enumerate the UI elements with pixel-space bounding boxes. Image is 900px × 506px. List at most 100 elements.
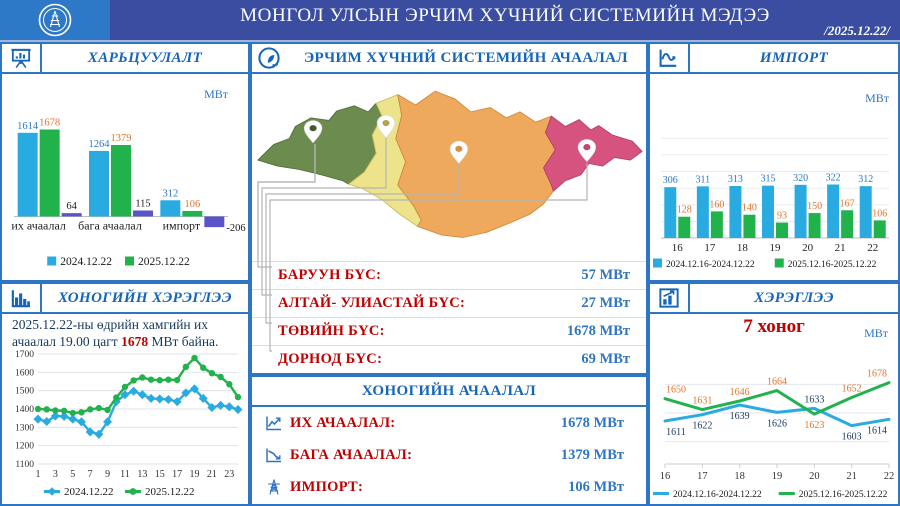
svg-text:16: 16 xyxy=(672,242,684,254)
weekly-subtitle: 7 хоног xyxy=(743,316,805,337)
tower-icon xyxy=(264,477,290,497)
system-load-panel: ЭРЧИМ ХҮЧНИЙ СИСТЕМИЙН АЧААЛАЛ xyxy=(250,42,648,375)
svg-text:1300: 1300 xyxy=(15,423,34,433)
daily-load-label: ИМПОРТ: xyxy=(290,478,364,495)
import-panel: ИМПОРТ МВт 306 128 16 311 160 17 313 140 18 315 93 1… xyxy=(648,42,900,282)
daily-consumption-panel: ХОНОГИЙН ХЭРЭГЛЭЭ 2025.12.22-ны өдрийн х… xyxy=(0,282,250,506)
svg-text:19: 19 xyxy=(770,242,782,254)
comparison-chart: МВт 1614 1678 64 их ачаалал 1264 1379 115 бага а… xyxy=(2,74,248,274)
svg-text:16: 16 xyxy=(660,471,671,482)
svg-text:11: 11 xyxy=(120,469,130,480)
map-pin-dornod xyxy=(577,139,597,163)
svg-text:140: 140 xyxy=(742,203,757,214)
energy-circle-icon xyxy=(252,44,286,72)
svg-text:20: 20 xyxy=(809,471,820,482)
left-column: ХАРЬЦУУЛАЛТ МВт 1614 1678 64 их ачаалал 1264 1… xyxy=(0,42,250,506)
svg-text:1: 1 xyxy=(36,469,41,480)
region-label: ДОРНОД БҮС: xyxy=(278,351,383,367)
svg-text:150: 150 xyxy=(807,201,822,212)
svg-text:бага ачаалал: бага ачаалал xyxy=(78,218,142,232)
region-baruun-shape xyxy=(257,102,383,185)
svg-text:15: 15 xyxy=(155,469,165,480)
svg-text:1400: 1400 xyxy=(15,405,34,415)
system-load-panel-header: ЭРЧИМ ХҮЧНИЙ СИСТЕМИЙН АЧААЛАЛ xyxy=(252,44,646,74)
svg-text:13: 13 xyxy=(137,469,147,480)
histogram-icon xyxy=(2,284,42,312)
svg-text:64: 64 xyxy=(66,201,77,212)
daily-load-panel-header: ХОНОГИЙН АЧААЛАЛ xyxy=(252,377,646,407)
svg-text:2024.12.16-2024.12.22: 2024.12.16-2024.12.22 xyxy=(666,260,755,270)
svg-text:2025.12.22: 2025.12.22 xyxy=(145,486,195,498)
svg-text:1100: 1100 xyxy=(15,460,34,470)
region-row-tuv: ТӨВИЙН БҮС: 1678 МВт xyxy=(252,317,646,345)
energy-authority-logo-icon xyxy=(38,3,72,37)
svg-text:МВт: МВт xyxy=(865,91,890,105)
comparison-panel-title: ХАРЬЦУУЛАЛТ xyxy=(87,49,203,66)
svg-text:17: 17 xyxy=(697,471,708,482)
svg-text:106: 106 xyxy=(184,199,200,210)
svg-text:1600: 1600 xyxy=(15,368,34,378)
svg-text:1652: 1652 xyxy=(842,384,862,395)
svg-text:1633: 1633 xyxy=(804,394,824,405)
region-row-dornod: ДОРНОД БҮС: 69 МВт xyxy=(252,345,646,373)
region-row-altai: АЛТАЙ- УЛИАСТАЙ БҮС: 27 МВт xyxy=(252,289,646,317)
svg-text:21: 21 xyxy=(835,242,846,254)
daily-load-row-min: БАГА АЧААЛАЛ: 1379 МВт xyxy=(252,439,646,471)
region-value: 69 МВт xyxy=(581,351,630,367)
svg-text:19: 19 xyxy=(772,471,783,482)
import-panel-header: ИМПОРТ xyxy=(650,44,898,74)
consumption-panel-title: ХЭРЭГЛЭЭ xyxy=(754,289,834,306)
weekly-unit: МВт xyxy=(864,326,888,340)
svg-text:18: 18 xyxy=(734,471,745,482)
daily-load-row-import: ИМПОРТ: 106 МВт xyxy=(252,471,646,503)
svg-text:2025.12.16-2025.12.22: 2025.12.16-2025.12.22 xyxy=(799,490,888,500)
svg-text:2025.12.22: 2025.12.22 xyxy=(138,256,190,268)
svg-text:21: 21 xyxy=(207,469,217,480)
svg-text:1678: 1678 xyxy=(867,369,887,380)
import-chart: МВт 306 128 16 311 160 17 313 140 18 315 93 19 320 150… xyxy=(650,74,898,274)
svg-text:1639: 1639 xyxy=(730,411,750,422)
svg-text:-206: -206 xyxy=(226,223,245,234)
svg-text:1614: 1614 xyxy=(867,425,887,436)
svg-text:5: 5 xyxy=(70,469,75,480)
peak-note-value: 1678 xyxy=(121,333,149,349)
svg-text:1626: 1626 xyxy=(767,418,787,429)
daily-load-row-max: ИХ АЧААЛАЛ: 1678 МВт xyxy=(252,407,646,439)
svg-text:их ачаалал: их ачаалал xyxy=(11,218,65,232)
svg-text:167: 167 xyxy=(840,198,855,209)
peak-note-text: 2025.12.22-ны өдрийн хамгийн их ачаалал … xyxy=(12,317,209,349)
svg-text:1603: 1603 xyxy=(842,432,862,443)
region-row-baruun: БАРУУН БҮС: 57 МВт xyxy=(252,261,646,289)
svg-text:2025.12.16-2025.12.22: 2025.12.16-2025.12.22 xyxy=(788,260,877,270)
weekly-consumption-chart: 16 17 18 19 20 21 22 1611 1650 1622 1631 1639 1646 16… xyxy=(650,340,898,502)
svg-text:311: 311 xyxy=(696,174,711,185)
report-date: /2025.12.22/ xyxy=(824,23,890,38)
peak-note-unit: МВт байна. xyxy=(148,333,219,349)
svg-text:1650: 1650 xyxy=(666,385,686,396)
region-value: 1678 МВт xyxy=(566,323,630,339)
svg-text:20: 20 xyxy=(802,242,814,254)
chart-up-icon xyxy=(264,413,290,433)
svg-text:322: 322 xyxy=(826,172,841,183)
import-panel-title: ИМПОРТ xyxy=(759,49,829,66)
svg-text:3: 3 xyxy=(53,469,58,480)
daily-load-value: 106 МВт xyxy=(568,478,624,495)
svg-text:17: 17 xyxy=(172,469,182,480)
svg-text:1623: 1623 xyxy=(804,420,824,431)
map-pin-altai xyxy=(376,115,396,139)
svg-text:19: 19 xyxy=(190,469,200,480)
svg-text:2024.12.22: 2024.12.22 xyxy=(64,486,114,498)
svg-text:2024.12.22: 2024.12.22 xyxy=(60,256,112,268)
comparison-panel-header: ХАРЬЦУУЛАЛТ xyxy=(2,44,248,74)
svg-text:1379: 1379 xyxy=(111,133,132,144)
svg-text:2024.12.16-2024.12.22: 2024.12.16-2024.12.22 xyxy=(673,490,762,500)
map-pin-tuv xyxy=(449,140,469,164)
svg-text:312: 312 xyxy=(162,188,178,199)
svg-text:17: 17 xyxy=(704,242,716,254)
svg-text:1678: 1678 xyxy=(39,118,60,129)
svg-text:1614: 1614 xyxy=(17,121,39,132)
right-column: ИМПОРТ МВт 306 128 16 311 160 17 313 140 18 315 93 1… xyxy=(648,42,900,506)
middle-column: ЭРЧИМ ХҮЧНИЙ СИСТЕМИЙН АЧААЛАЛ xyxy=(250,42,648,506)
page-title: МОНГОЛ УЛСЫН ЭРЧИМ ХҮЧНИЙ СИСТЕМИЙН МЭДЭ… xyxy=(240,5,770,26)
svg-text:1646: 1646 xyxy=(730,387,750,398)
